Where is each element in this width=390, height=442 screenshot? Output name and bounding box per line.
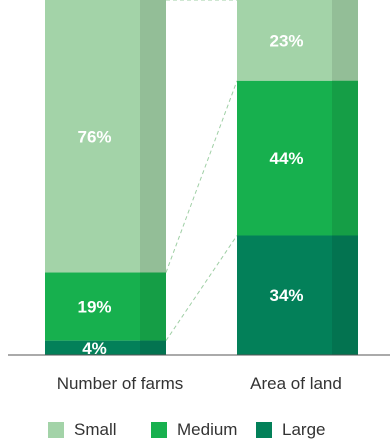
legend-swatch-large: [256, 422, 272, 438]
bar-shade-medium-2: [332, 80, 358, 236]
segment-labels: 76% 19% 4% 23% 44% 34%: [77, 31, 303, 358]
legend-item-medium: Medium: [151, 418, 237, 442]
legend-label-medium: Medium: [177, 420, 238, 439]
bar-shade-large-2: [332, 235, 358, 355]
legend-label-large: Large: [282, 420, 326, 439]
bar-shade-small-2: [332, 0, 358, 81]
bar-shade-large-1: [140, 340, 166, 355]
legend-swatch-medium: [151, 422, 167, 438]
segment-label-small-2: 23%: [269, 31, 303, 50]
legend-item-small: Small: [48, 418, 117, 442]
bar-shade-small-1: [140, 0, 166, 273]
segment-label-large-2: 34%: [269, 286, 303, 305]
connector-lines: [165, 0, 238, 341]
category-labels: Number of farms Area of land: [57, 374, 342, 393]
bars: [45, 0, 358, 355]
segment-label-small-1: 76%: [77, 127, 111, 146]
connector-large-top: [165, 235, 238, 341]
segment-label-large-1: 4%: [82, 339, 107, 358]
bar-shade-medium-1: [140, 272, 166, 341]
legend-item-large: Large: [256, 418, 325, 442]
category-label-2: Area of land: [250, 374, 342, 393]
segment-label-medium-1: 19%: [77, 298, 111, 317]
category-label-1: Number of farms: [57, 374, 184, 393]
segment-label-medium-2: 44%: [269, 149, 303, 168]
connector-medium-top: [165, 80, 238, 273]
legend: Small Medium Large: [0, 418, 390, 442]
bar-segment-large-1: [45, 340, 166, 355]
legend-swatch-small: [48, 422, 64, 438]
legend-label-small: Small: [74, 420, 117, 439]
